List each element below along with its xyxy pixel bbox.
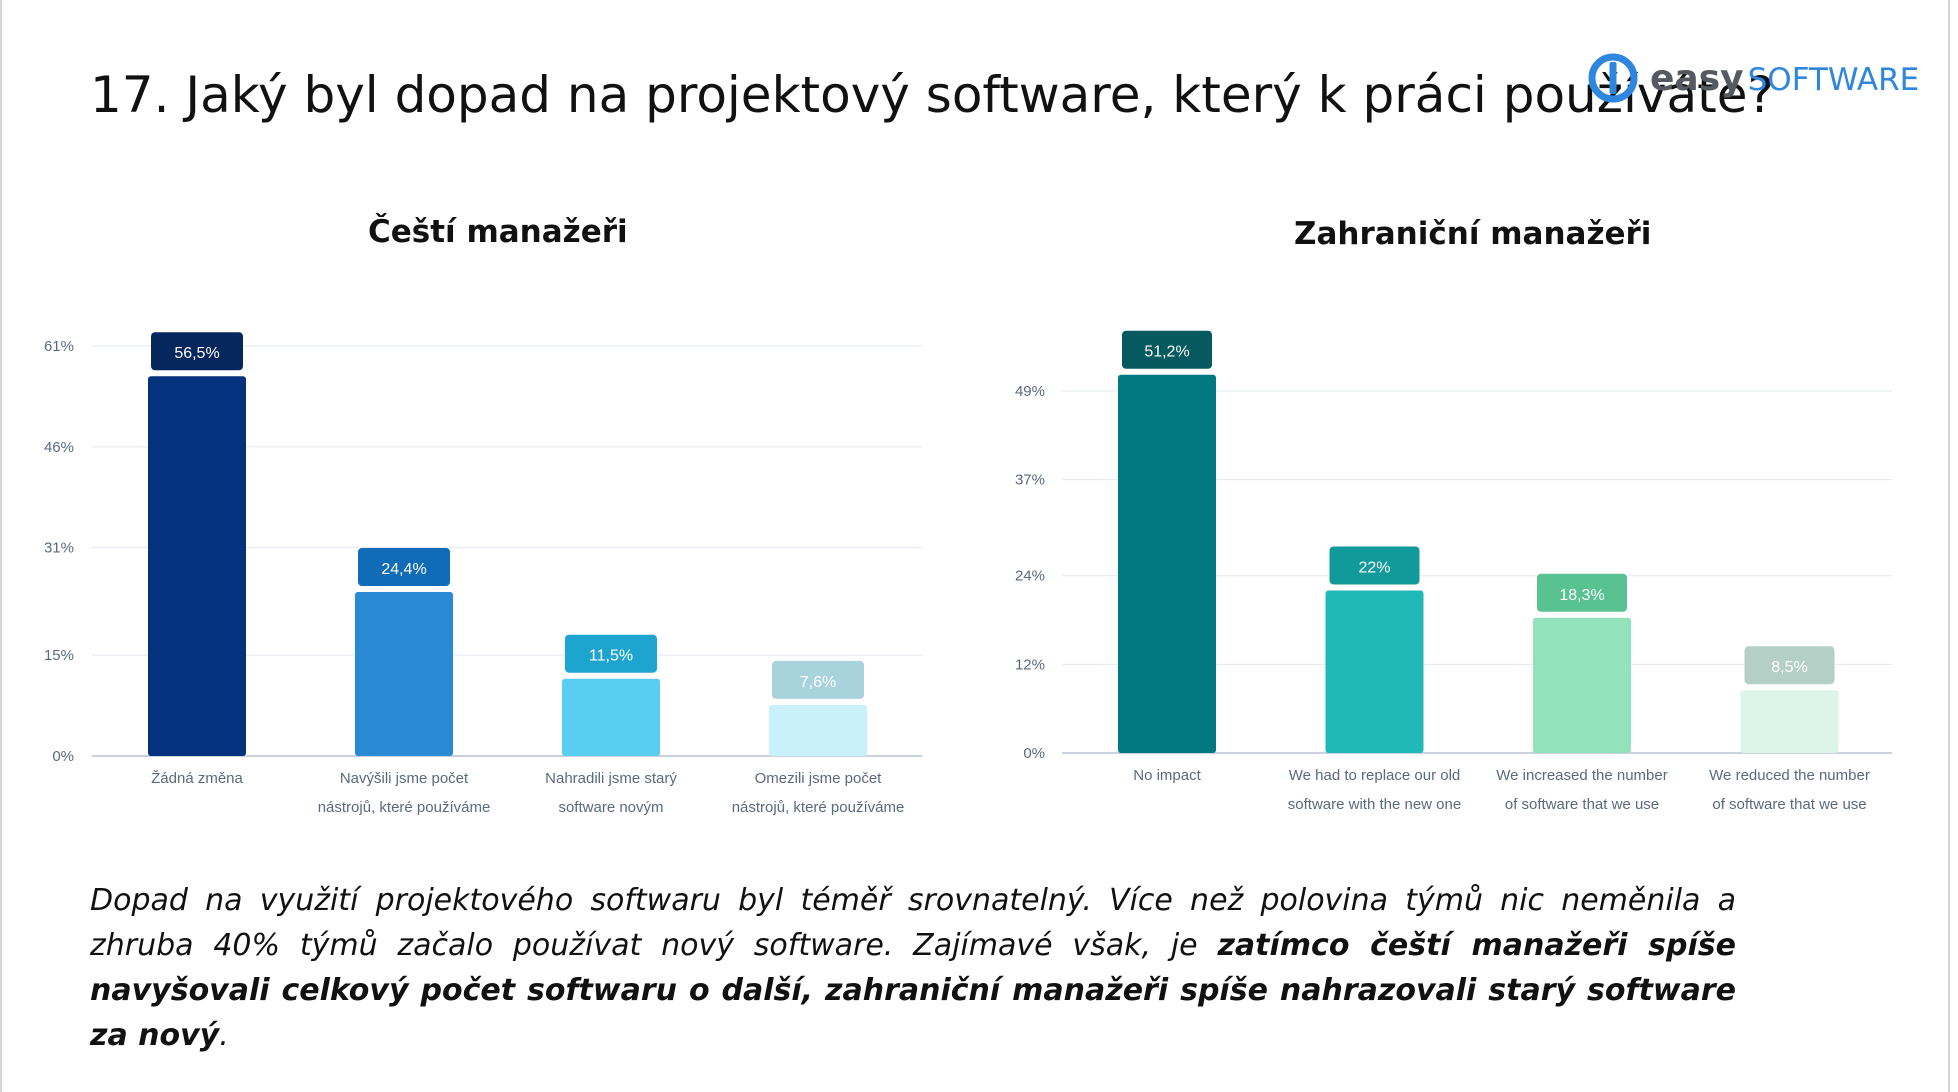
x-tick-label: of software that we use	[1505, 796, 1659, 813]
czech-managers-chart: 0% 15% 31% 46% 61% 56,5% Žádná změna 24,4% Navýš…	[44, 332, 922, 816]
data-label: 8,5%	[1771, 659, 1807, 676]
bar	[562, 678, 660, 756]
foreign-managers-chart: 0% 12% 24% 37% 49% 51,2% No impact 22% We had to…	[1015, 330, 1892, 813]
x-tick-label: Navýšili jsme počet	[340, 770, 469, 787]
data-label: 18,3%	[1559, 587, 1604, 604]
data-label-box	[151, 332, 243, 371]
data-label-box	[1122, 330, 1212, 369]
data-label-box	[565, 634, 657, 673]
caption-end: .	[219, 1018, 229, 1053]
easy-software-logo: easy SOFTWARE	[1588, 50, 1919, 106]
data-label-box	[1329, 546, 1420, 585]
x-tick-label: software with the new one	[1288, 796, 1461, 813]
y-tick-label: 49%	[1015, 383, 1045, 400]
easy-logo-icon	[1588, 53, 1638, 103]
bar	[1325, 590, 1424, 753]
y-tick-label: 24%	[1015, 568, 1045, 585]
x-tick-label: of software that we use	[1712, 796, 1866, 813]
bar	[148, 376, 246, 756]
data-label: 51,2%	[1144, 344, 1189, 361]
data-label: 7,6%	[800, 674, 836, 691]
caption-bold-text: zatímco čeští manažeři spíše navyšovali …	[90, 928, 1736, 1053]
x-tick-label: Žádná změna	[151, 770, 243, 787]
bar	[1740, 690, 1839, 753]
data-label: 11,5%	[589, 648, 633, 665]
x-tick-label: We had to replace our old	[1289, 767, 1461, 784]
caption-text: Dopad na využití projektového softwaru b…	[90, 883, 1736, 963]
bar	[769, 704, 867, 756]
y-tick-label: 15%	[44, 647, 74, 664]
left-chart-title: Čeští manažeři	[368, 214, 628, 250]
y-tick-label: 37%	[1015, 472, 1045, 489]
right-chart-title: Zahraniční manažeři	[1294, 216, 1652, 252]
y-tick-label: 61%	[44, 338, 74, 355]
data-label-box	[772, 660, 864, 699]
x-tick-label: Omezili jsme počet	[755, 770, 883, 787]
x-tick-label: nástrojů, které používáme	[732, 799, 905, 816]
data-label-box	[1744, 646, 1835, 685]
x-tick-label: No impact	[1133, 767, 1201, 784]
y-tick-label: 0%	[1023, 745, 1045, 762]
y-tick-label: 46%	[44, 439, 74, 456]
logo-easy-text: easy	[1650, 57, 1744, 99]
y-tick-label: 31%	[44, 540, 74, 557]
data-label-box	[358, 548, 450, 586]
slide-title: 17. Jaký byl dopad na projektový softwar…	[90, 66, 1775, 124]
bar	[355, 592, 453, 756]
x-tick-label: nástrojů, které používáme	[318, 799, 491, 816]
x-tick-label: We reduced the number	[1709, 767, 1870, 784]
y-tick-label: 12%	[1015, 656, 1045, 673]
data-label: 22%	[1358, 559, 1390, 576]
data-label: 56,5%	[174, 345, 219, 362]
data-label: 24,4%	[381, 561, 426, 578]
logo-software-text: SOFTWARE	[1747, 61, 1920, 98]
slide-right-border	[1948, 0, 1950, 1092]
y-tick-label: 0%	[52, 748, 74, 765]
x-tick-label: We increased the number	[1496, 767, 1667, 784]
bar	[1118, 374, 1216, 753]
slide-caption: Dopad na využití projektového softwaru b…	[90, 878, 1736, 1058]
logo-wordmark: easy SOFTWARE	[1650, 58, 1919, 99]
slide-left-border	[0, 0, 2, 1092]
bar	[1533, 617, 1631, 753]
x-tick-label: Nahradili jsme starý	[545, 770, 677, 787]
x-tick-label: software novým	[558, 799, 663, 816]
data-label-box	[1537, 573, 1627, 612]
